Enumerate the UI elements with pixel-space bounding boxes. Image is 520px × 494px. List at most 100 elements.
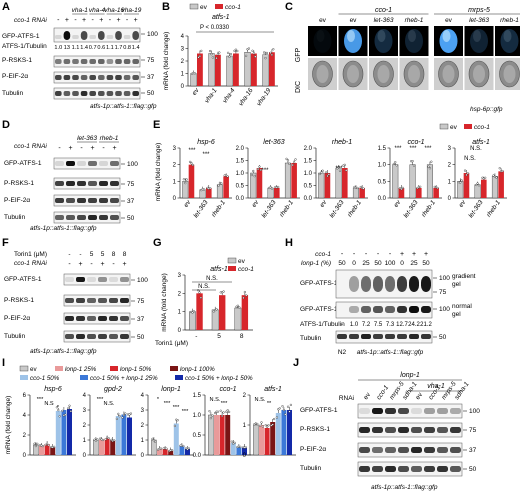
- blot-band: [385, 427, 396, 433]
- band-shape: [109, 277, 118, 282]
- panel-b: B ev cco-1 atfs-1 P < 0.0330 0 1 2 3 4 mRNA (…: [162, 1, 278, 107]
- blot-band: [349, 334, 359, 339]
- rnai-sign: -: [90, 261, 93, 268]
- band-shape: [421, 306, 431, 313]
- band-shape: [80, 31, 88, 40]
- panel-d-letter: D: [2, 119, 10, 131]
- row-label: P-RSKS-1: [4, 297, 34, 304]
- band-shape: [424, 427, 435, 433]
- data-point: [151, 437, 154, 440]
- worm-dic-inner: [377, 65, 390, 83]
- blot-band: [421, 276, 431, 292]
- band-shape: [65, 316, 74, 321]
- band-shape: [55, 35, 62, 39]
- gfp-image: [308, 26, 337, 56]
- data-point: [260, 421, 263, 424]
- panel-a-signs: - + - + - + - + - +: [57, 17, 138, 24]
- ratio-value: 1.7: [115, 45, 123, 51]
- y-tick-label: 1.0: [378, 163, 387, 169]
- blot-band: [72, 91, 79, 96]
- data-point: [211, 56, 214, 59]
- blot-band: [99, 198, 108, 203]
- mw-label: 100: [137, 277, 148, 284]
- bar: [409, 164, 416, 199]
- data-point: [215, 308, 218, 311]
- blot-band: [55, 59, 62, 64]
- band-shape: [421, 334, 431, 339]
- lonp-value: 50: [374, 260, 382, 267]
- blot-band: [89, 59, 96, 64]
- rnai-sign: -: [102, 145, 105, 152]
- significance-mark: *: [57, 405, 60, 411]
- data-point: [198, 55, 202, 58]
- blot-band: [411, 408, 422, 414]
- blot-band: [88, 161, 97, 166]
- band-shape: [385, 466, 396, 472]
- panel-b-pvalue: P < 0.0330: [200, 25, 230, 31]
- bar: [359, 188, 365, 198]
- blot-band: [55, 75, 62, 80]
- blot-band: [109, 298, 118, 303]
- blot-band: [359, 466, 370, 472]
- data-point: [233, 49, 236, 52]
- bar: [104, 438, 110, 455]
- blot-band: [76, 298, 85, 303]
- bar: [318, 172, 325, 199]
- row-label: GFP-ATFS-1: [4, 276, 42, 283]
- bar: [242, 447, 247, 455]
- band-shape: [76, 298, 85, 303]
- legend-label: lonp-1 50%: [120, 366, 152, 373]
- bar: [274, 188, 280, 198]
- rnai-sign: +: [68, 145, 72, 152]
- y-tick-label: 1: [141, 438, 145, 444]
- blot-band: [437, 447, 448, 453]
- y-tick-label: 2: [178, 291, 182, 297]
- panel-d-rnai-label: cco-1 RNAi: [14, 143, 47, 150]
- data-point: [459, 181, 462, 184]
- gel-label-gradient-2: gel: [452, 281, 461, 288]
- bar: [398, 188, 405, 198]
- blot-band: [77, 181, 86, 186]
- blot-band: [110, 161, 119, 166]
- data-point: [273, 417, 276, 421]
- blot-band: [80, 91, 88, 96]
- significance-mark: ***: [409, 146, 417, 152]
- band-shape: [450, 447, 461, 453]
- data-point: [285, 157, 288, 160]
- band-shape: [63, 75, 71, 80]
- blot-band: [437, 466, 448, 472]
- band-shape: [132, 59, 139, 64]
- data-point: [270, 187, 274, 190]
- blot-band: [89, 35, 96, 39]
- lonp-value: 25: [362, 260, 370, 267]
- panel-b-letter: B: [162, 1, 170, 13]
- data-point: [271, 423, 274, 426]
- panel-a-rows: GFP-ATFS-1 ATFS-1/Tubulin P-RSKS-1 P-EIF-2α…: [2, 33, 47, 97]
- bar: [189, 311, 196, 331]
- blot-band: [373, 306, 383, 313]
- rnai-sign: -: [58, 145, 61, 152]
- blot-band: [77, 215, 86, 220]
- category-label: ev: [393, 199, 403, 209]
- rnai-sign: +: [90, 145, 94, 152]
- data-point: [277, 185, 280, 189]
- panel-i-charts: mRNA (fold change)0246hsp-6***N.S*01234g…: [5, 386, 296, 459]
- rnai-sign: +: [112, 145, 116, 152]
- data-point: [254, 55, 257, 58]
- cco-sign: +: [424, 251, 428, 258]
- band-shape: [88, 181, 97, 186]
- vha1-label: vha-1: [427, 383, 445, 390]
- column-label: cco-1: [375, 384, 390, 401]
- data-point: [235, 305, 238, 308]
- band-shape: [80, 59, 88, 64]
- data-point: [226, 175, 229, 178]
- chart-title: cco-1: [407, 139, 424, 146]
- worm-gfp-signal: [500, 29, 519, 53]
- blot-band: [106, 35, 114, 39]
- blot-band: [66, 161, 75, 166]
- blot-band: [115, 31, 122, 40]
- legend-label: lonp-1 25%: [65, 366, 97, 373]
- data-point: [244, 446, 247, 449]
